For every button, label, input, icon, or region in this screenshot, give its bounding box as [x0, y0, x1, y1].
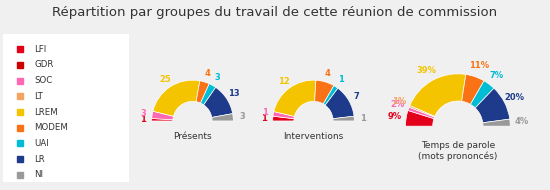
Wedge shape — [273, 112, 294, 119]
Wedge shape — [410, 74, 466, 116]
Text: 2%: 2% — [390, 101, 405, 109]
Text: 1: 1 — [140, 115, 146, 124]
Text: 3: 3 — [239, 112, 245, 121]
Wedge shape — [405, 110, 434, 126]
Wedge shape — [212, 114, 233, 121]
Text: 7: 7 — [354, 92, 360, 101]
Wedge shape — [325, 88, 354, 119]
Wedge shape — [152, 119, 173, 121]
Wedge shape — [461, 74, 484, 104]
Wedge shape — [323, 86, 338, 105]
Text: 3: 3 — [140, 109, 146, 118]
Text: Répartition par groupes du travail de cette réunion de commission: Répartition par groupes du travail de ce… — [52, 6, 498, 19]
Text: GDR: GDR — [34, 60, 54, 69]
Text: LT: LT — [34, 92, 43, 101]
Text: 11%: 11% — [469, 61, 489, 70]
FancyBboxPatch shape — [2, 33, 130, 185]
Text: 3: 3 — [214, 73, 220, 82]
Wedge shape — [274, 80, 316, 116]
Text: LREM: LREM — [34, 108, 58, 116]
Text: 25: 25 — [160, 75, 172, 84]
Wedge shape — [153, 80, 200, 116]
Text: Temps de parole
(mots prononcés): Temps de parole (mots prononcés) — [418, 141, 498, 161]
Text: 7%: 7% — [489, 70, 503, 79]
Wedge shape — [152, 111, 173, 120]
Text: 1: 1 — [360, 114, 366, 123]
Text: MODEM: MODEM — [34, 123, 68, 132]
Wedge shape — [333, 116, 354, 121]
Text: 12: 12 — [278, 77, 290, 86]
Wedge shape — [470, 81, 494, 108]
Wedge shape — [409, 105, 435, 117]
Wedge shape — [196, 81, 209, 103]
Text: 4%: 4% — [514, 117, 529, 126]
Wedge shape — [273, 116, 294, 121]
Text: 1: 1 — [338, 75, 344, 84]
Wedge shape — [204, 87, 233, 117]
Text: NI: NI — [34, 170, 43, 180]
Text: Interventions: Interventions — [283, 132, 344, 141]
Text: 1: 1 — [261, 114, 267, 123]
Text: LR: LR — [34, 155, 45, 164]
Wedge shape — [483, 119, 510, 126]
Text: Présents: Présents — [173, 132, 212, 141]
Wedge shape — [475, 88, 510, 123]
Text: UAI: UAI — [34, 139, 49, 148]
Text: LFI: LFI — [34, 44, 47, 54]
Text: 13: 13 — [228, 89, 240, 98]
Text: 39%: 39% — [417, 66, 437, 75]
Text: 20%: 20% — [505, 93, 525, 102]
Wedge shape — [201, 84, 216, 105]
Text: SOC: SOC — [34, 76, 53, 85]
Wedge shape — [315, 80, 334, 104]
Text: 4: 4 — [205, 69, 210, 78]
Wedge shape — [408, 107, 435, 119]
Text: 1%: 1% — [392, 97, 406, 106]
Text: 9%: 9% — [388, 112, 402, 121]
Text: 1: 1 — [262, 108, 267, 117]
Text: 4: 4 — [325, 69, 331, 78]
